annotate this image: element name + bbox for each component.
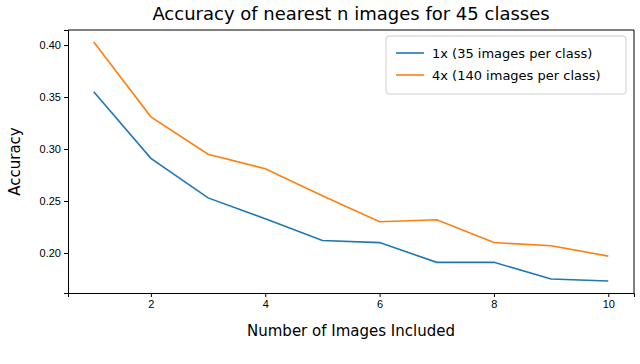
x-tick-label: 8	[491, 298, 497, 310]
y-tick-mark	[64, 201, 68, 202]
x-tick-mark	[608, 293, 609, 297]
x-axis: 2 4 6 8 10	[69, 293, 635, 310]
y-tick-mark	[64, 45, 68, 46]
series-line	[94, 92, 609, 281]
x-tick-label: 2	[148, 298, 154, 310]
x-tick: 6	[377, 293, 383, 310]
y-tick-mark	[64, 149, 68, 150]
frame	[634, 30, 635, 293]
x-tick-label: 10	[603, 298, 615, 310]
y-label: Accuracy	[6, 127, 24, 196]
y-tick-label: 0.40	[40, 39, 61, 51]
x-tick-label: 4	[263, 298, 269, 310]
legend-box	[386, 36, 626, 94]
y-tick-mark	[64, 97, 68, 98]
y-tick-mark	[64, 253, 68, 254]
y-tick: 0.20	[40, 247, 68, 259]
x-tick-label: 6	[377, 298, 383, 310]
plot: 2 4 6 8 10 0.20 0.25 0.30 0.35 0.40 1x (35 images …	[40, 30, 635, 310]
y-tick: 0.35	[40, 91, 68, 103]
legend-label: 4x (140 images per class)	[432, 68, 601, 83]
legend-swatch	[396, 52, 424, 54]
lines	[94, 42, 609, 281]
y-tick-label: 0.30	[40, 143, 61, 155]
legend: 1x (35 images per class) 4x (140 images p…	[386, 36, 626, 94]
series-line	[94, 42, 609, 256]
x-tick: 8	[491, 293, 497, 310]
x-tick-mark	[151, 293, 152, 297]
x-tick: 10	[603, 293, 615, 310]
y-tick-label: 0.25	[40, 195, 61, 207]
x-tick-mark	[265, 293, 266, 297]
x-tick: 4	[263, 293, 269, 310]
title: Accuracy of nearest n images for 45 clas…	[152, 3, 549, 24]
y-tick: 0.25	[40, 195, 68, 207]
x-axis-line	[69, 294, 635, 298]
y-tick: 0.30	[40, 143, 68, 155]
x-tick-mark	[380, 293, 381, 297]
x-tick: 2	[148, 293, 154, 310]
x-label: Number of Images Included	[247, 322, 455, 340]
frame	[68, 30, 634, 31]
x-tick-mark	[494, 293, 495, 297]
chart: 2 4 6 8 10 0.20 0.25 0.30 0.35 0.40 1x (35 images …	[0, 0, 640, 364]
legend-label: 1x (35 images per class)	[432, 46, 592, 61]
y-axis: 0.20 0.25 0.30 0.35 0.40	[40, 31, 69, 294]
y-axis-line	[64, 31, 69, 294]
y-tick-label: 0.35	[40, 91, 61, 103]
legend-swatch	[396, 74, 424, 76]
y-tick-label: 0.20	[40, 247, 61, 259]
y-tick: 0.40	[40, 39, 68, 51]
